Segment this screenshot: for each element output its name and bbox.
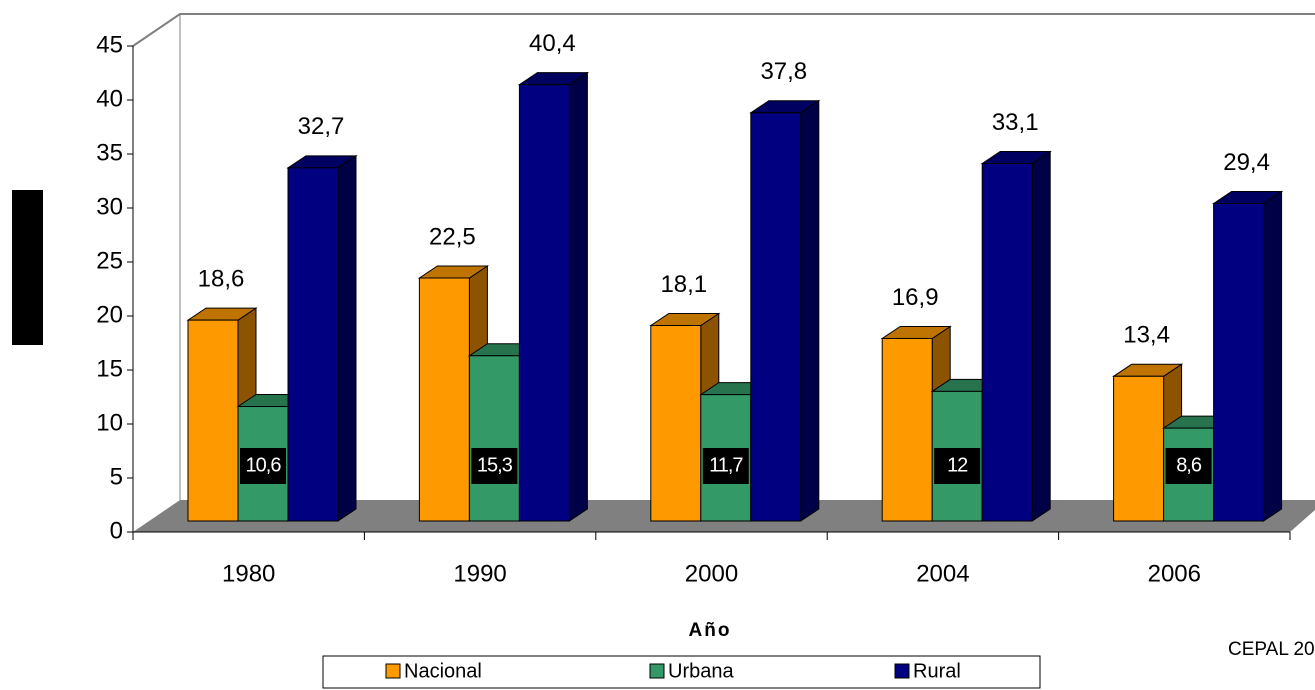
bar [287,167,339,522]
legend-swatch [894,663,910,679]
data-label: 13,4 [1123,322,1170,349]
bar-side [337,154,357,522]
bar-side [1031,150,1051,522]
data-label: 22,5 [429,223,476,250]
x-tick-label: 2000 [685,560,738,587]
bar [518,84,570,522]
back-wall [132,13,1315,47]
bar [187,319,239,522]
data-label: 11,7 [709,454,743,476]
x-tick-label: 1990 [453,560,506,587]
y-tick-label: 10 [96,409,123,436]
bar [881,337,933,522]
bar [418,277,470,522]
bar [468,355,520,522]
legend-label: Nacional [404,660,482,682]
x-tick-label: 2006 [1148,560,1201,587]
data-label-box [471,448,518,484]
y-tick-label: 15 [96,355,123,382]
bar-side [800,99,820,522]
source-note: CEPAL 20 [1228,639,1315,660]
bar [1113,375,1165,522]
data-label: 12 [947,454,968,476]
legend-swatch [649,663,665,679]
bar [750,112,802,522]
bar-side [568,71,588,522]
data-label: 18,6 [198,265,245,292]
legend-label: Urbana [668,660,734,682]
legend-label: Rural [913,660,961,682]
legend [322,655,1041,689]
x-tick-label: 1980 [222,560,275,587]
data-label: 32,7 [298,113,345,140]
data-label: 18,1 [660,271,707,298]
data-label: 10,6 [246,454,282,476]
data-label: 15,3 [477,454,513,476]
y-tick-label: 45 [96,31,123,58]
data-label: 29,4 [1223,149,1270,176]
y-tick-label: 30 [96,193,123,220]
data-label: 33,1 [992,109,1039,136]
data-label: 8,6 [1176,454,1202,476]
x-tick-label: 2004 [916,560,969,587]
y-axis-label-box [12,190,43,345]
data-label-box [702,448,749,484]
y-tick-label: 25 [96,247,123,274]
data-label-box [240,448,286,484]
bar [1213,202,1265,522]
y-tick-label: 40 [96,85,123,112]
bar [981,163,1033,522]
data-label-box [1165,448,1212,484]
data-label: 40,4 [529,30,576,57]
data-label-box [934,448,981,484]
data-label: 37,8 [760,58,807,85]
legend-swatch [385,663,401,679]
bar-side [1263,190,1283,522]
y-tick-label: 35 [96,139,123,166]
y-tick-label: 0 [110,517,123,544]
y-tick-label: 5 [110,463,123,490]
bar [650,325,702,522]
x-axis-title: Año [689,620,732,641]
data-label: 16,9 [892,284,939,311]
y-tick-label: 20 [96,301,123,328]
